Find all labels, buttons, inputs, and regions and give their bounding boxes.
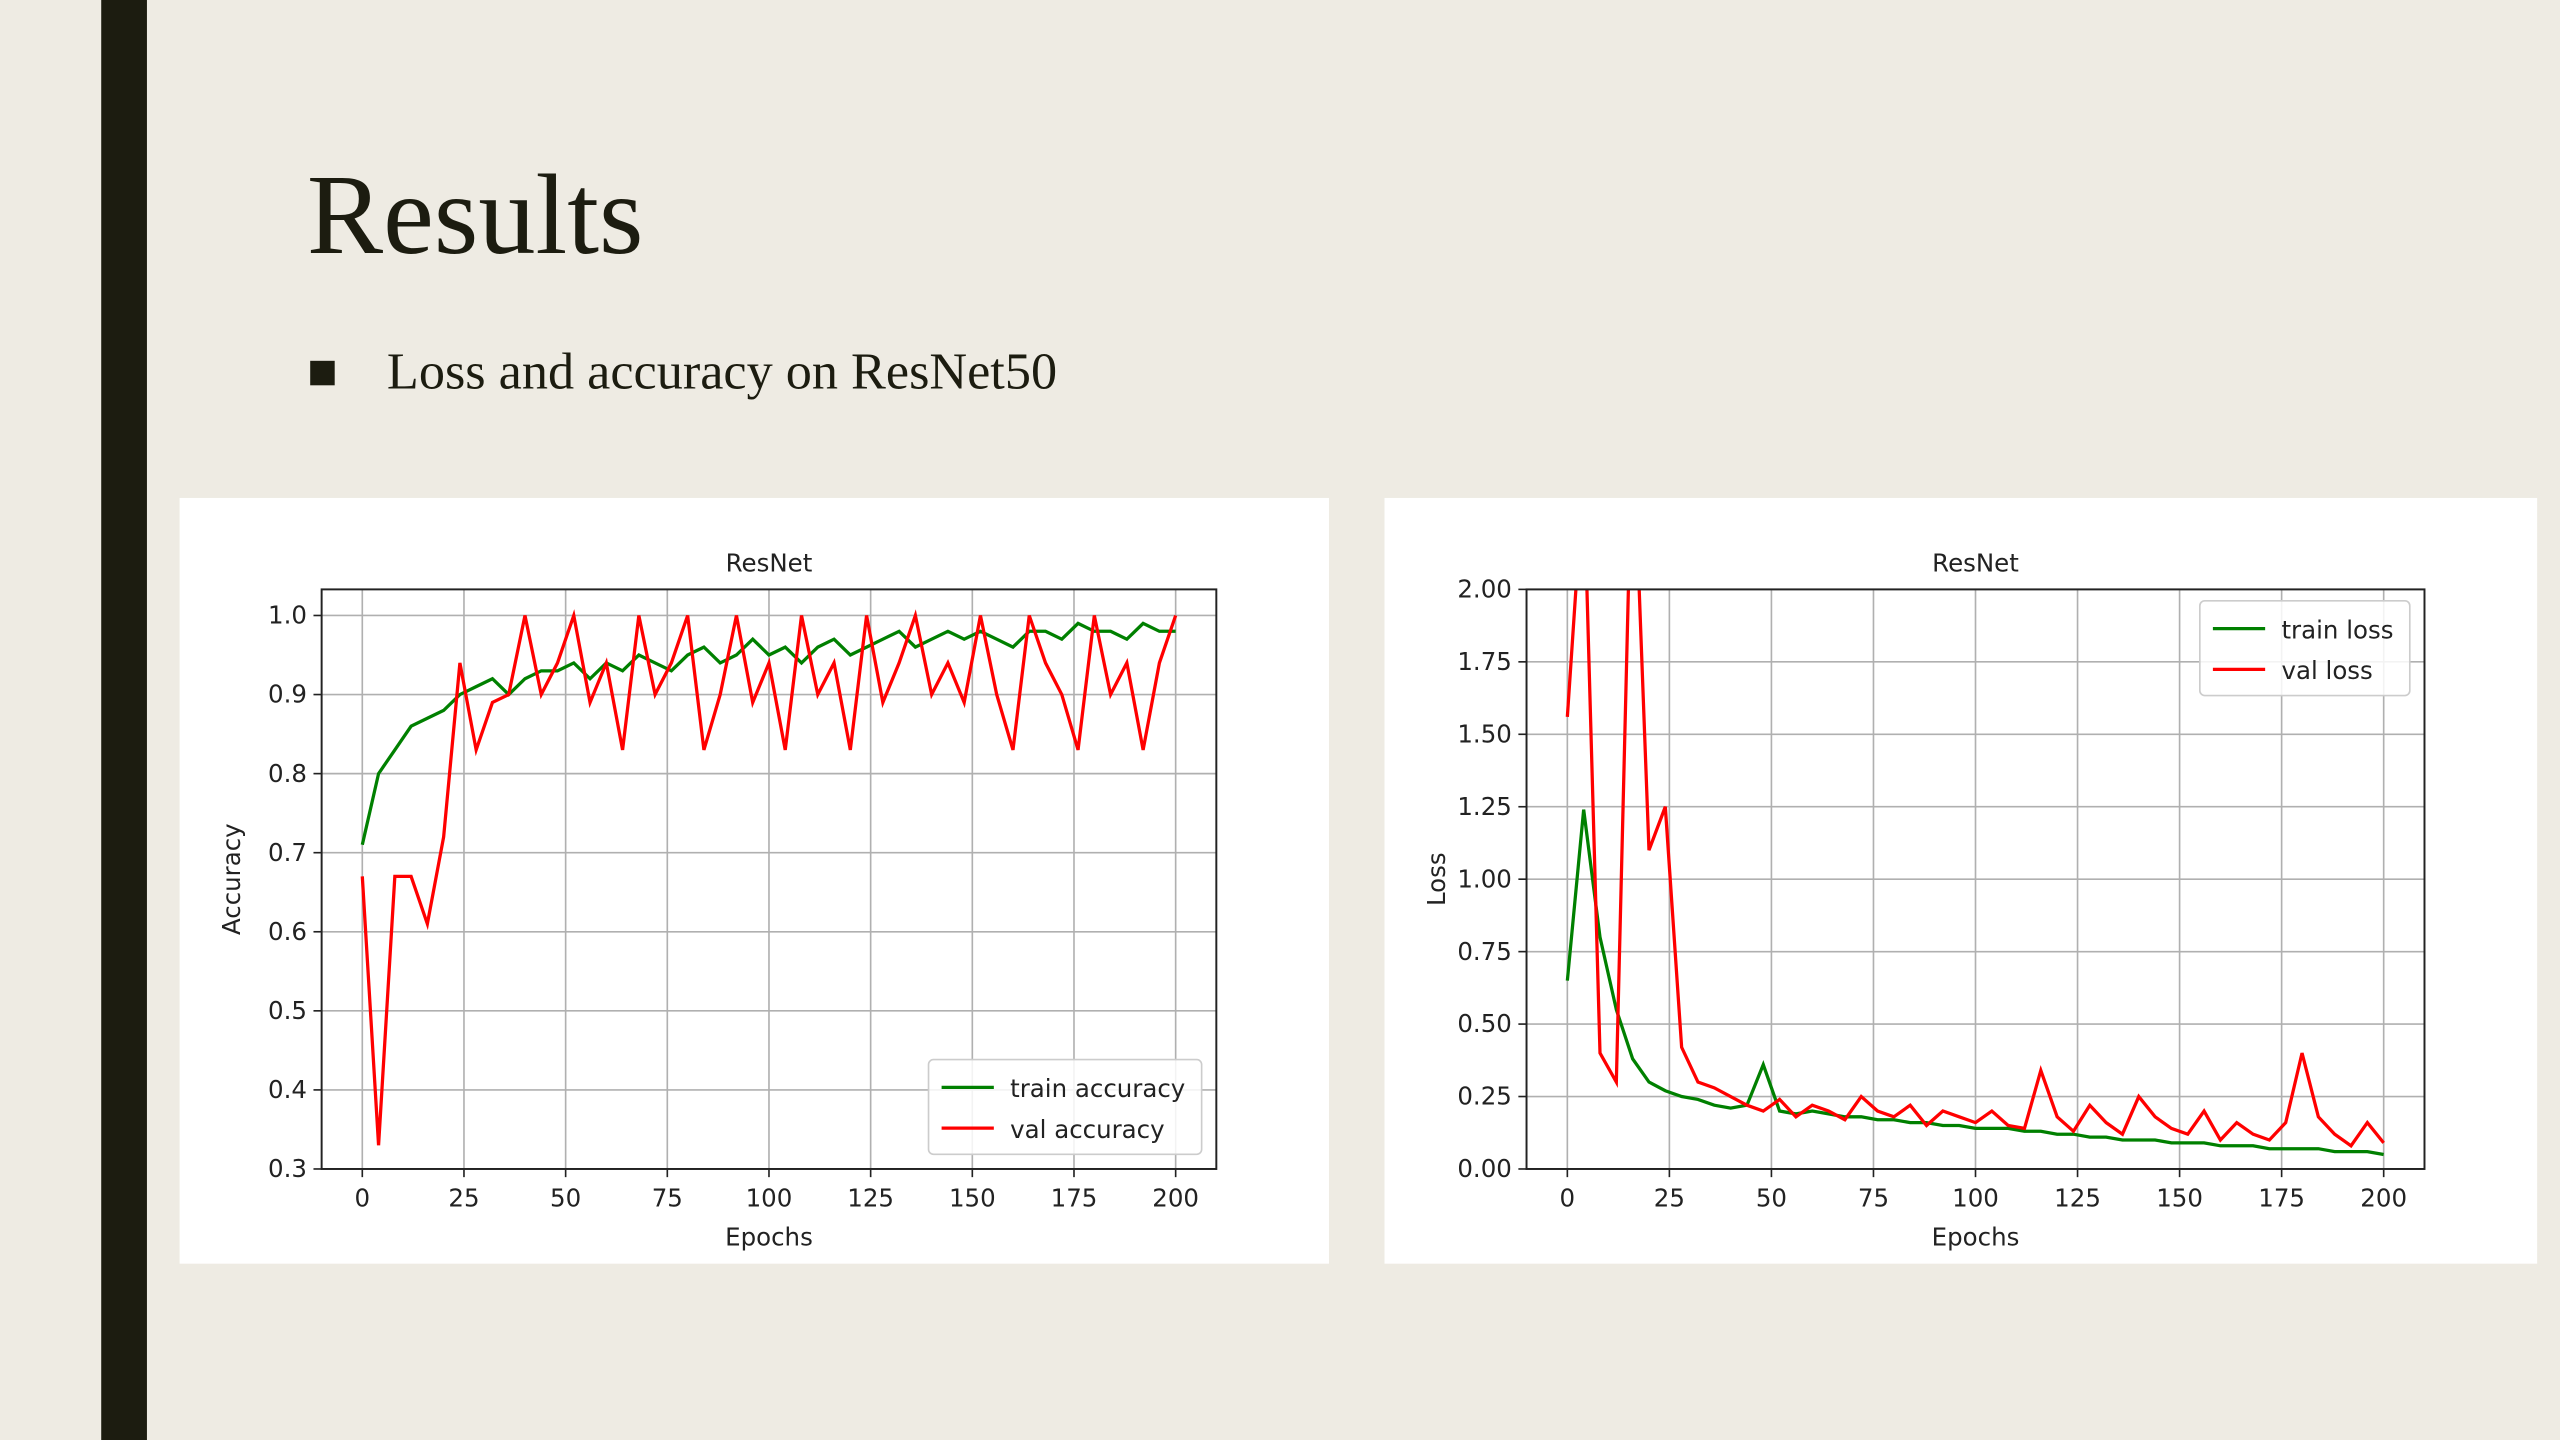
plot-frame <box>320 588 1218 1170</box>
side-bar <box>101 0 147 1440</box>
y-axis-label: Loss <box>1422 852 1451 906</box>
y-tick-label: 2.00 <box>1457 575 1511 604</box>
series-line <box>1565 809 2384 1157</box>
x-tick-label: 125 <box>847 1184 894 1213</box>
legend: train accuracy val accuracy <box>927 1058 1203 1156</box>
y-tick-label: 1.0 <box>268 601 307 630</box>
x-tick-label: 150 <box>949 1184 996 1213</box>
y-tick-label: 1.50 <box>1457 719 1511 748</box>
x-tick-label: 0 <box>355 1184 371 1213</box>
x-tick-label: 25 <box>448 1184 479 1213</box>
x-tick-label: 125 <box>2054 1184 2101 1213</box>
y-tick-label: 0.6 <box>268 917 307 946</box>
x-tick-label: 100 <box>1952 1184 1999 1213</box>
y-tick-label: 0.8 <box>268 759 307 788</box>
y-tick-label: 0.50 <box>1457 1009 1511 1038</box>
legend-label: val loss <box>2281 656 2372 685</box>
x-tick-label: 150 <box>2156 1184 2203 1213</box>
y-tick-label: 0.00 <box>1457 1154 1511 1183</box>
x-tick-label: 100 <box>746 1184 793 1213</box>
y-axis-label: Accuracy <box>217 823 246 935</box>
chart-title: ResNet <box>726 548 813 577</box>
series-line <box>360 621 1176 846</box>
chart-title: ResNet <box>1932 548 2019 577</box>
legend-label: train loss <box>2281 615 2393 644</box>
y-tick-label: 0.25 <box>1457 1082 1511 1111</box>
x-tick-label: 75 <box>652 1184 683 1213</box>
x-tick-label: 25 <box>1654 1184 1685 1213</box>
legend-box <box>2199 600 2411 697</box>
x-tick-label: 175 <box>2258 1184 2305 1213</box>
x-tick-label: 50 <box>550 1184 581 1213</box>
series-line <box>360 609 1178 1146</box>
x-tick-label: 200 <box>2360 1184 2407 1213</box>
legend-label: train accuracy <box>1010 1074 1185 1103</box>
series-line <box>1565 589 2385 1149</box>
x-tick-label: 0 <box>1560 1184 1576 1213</box>
x-tick-label: 200 <box>1152 1184 1199 1213</box>
x-axis-label: Epochs <box>1932 1223 2020 1252</box>
y-tick-label: 1.25 <box>1457 792 1511 821</box>
x-tick-label: 175 <box>1051 1184 1098 1213</box>
slide-title: Results <box>307 151 643 278</box>
y-tick-label: 0.7 <box>268 838 307 867</box>
x-tick-label: 50 <box>1756 1184 1787 1213</box>
y-tick-label: 0.9 <box>268 680 307 709</box>
y-tick-label: 0.5 <box>268 996 307 1025</box>
legend: train loss val loss <box>2199 600 2411 697</box>
y-tick-label: 0.4 <box>268 1075 307 1104</box>
x-tick-label: 75 <box>1858 1184 1889 1213</box>
x-axis-label: Epochs <box>725 1223 813 1252</box>
y-tick-label: 1.75 <box>1457 647 1511 676</box>
y-tick-label: 0.75 <box>1457 937 1511 966</box>
plot-frame <box>1525 588 2426 1170</box>
bullet-marker <box>310 360 335 386</box>
y-tick-label: 0.3 <box>268 1154 307 1183</box>
bullet-text: Loss and accuracy on ResNet50 <box>387 343 1057 401</box>
legend-label: val accuracy <box>1010 1115 1164 1144</box>
legend-box <box>927 1058 1203 1156</box>
y-tick-label: 1.00 <box>1457 864 1511 893</box>
